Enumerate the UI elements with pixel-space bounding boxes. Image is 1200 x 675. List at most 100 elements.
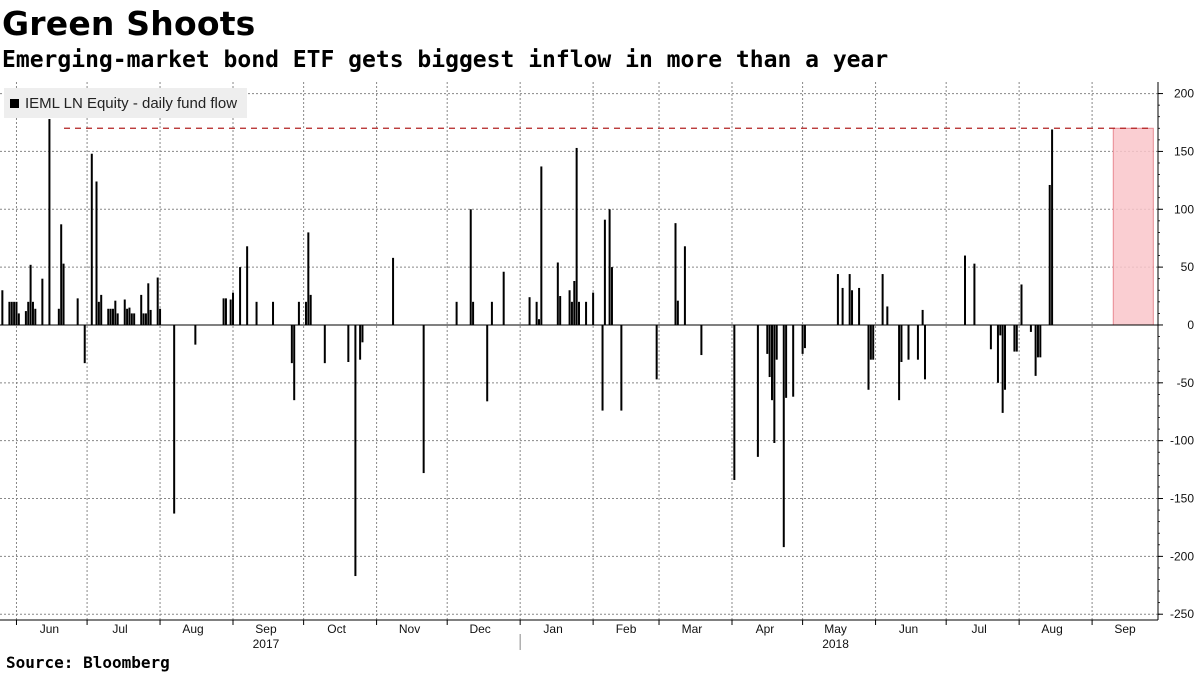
flow-bar — [304, 301, 307, 325]
flow-bar — [149, 309, 152, 325]
flow-bar — [490, 301, 493, 325]
flow-bar — [472, 301, 475, 325]
flow-bar — [246, 246, 249, 325]
flow-bar — [24, 311, 27, 325]
flow-bar — [48, 119, 51, 325]
flow-bar — [307, 232, 310, 325]
y-tick-label: -150 — [1170, 492, 1194, 506]
y-tick-label: -250 — [1170, 607, 1194, 621]
flow-bar — [573, 281, 576, 325]
flow-bar — [392, 257, 395, 325]
x-tick-label: Jun — [40, 622, 59, 636]
flow-bar — [354, 324, 357, 577]
flow-bar — [907, 324, 910, 360]
flow-bar — [90, 153, 93, 325]
flow-bar — [585, 301, 588, 325]
x-tick-label: Aug — [182, 622, 203, 636]
flow-bar — [114, 300, 117, 325]
gridlines — [0, 82, 1158, 620]
x-tick-label: Aug — [1041, 622, 1062, 636]
flow-bar — [700, 324, 703, 356]
axes: 200 150 100 50 0 -50 -100 -150 -200 -250 Jun Jul Aug… — [0, 82, 1194, 651]
flow-bar — [782, 324, 785, 548]
flow-bar — [766, 324, 769, 354]
flow-bar — [676, 300, 679, 325]
highlight-box — [1112, 127, 1154, 326]
flow-bar — [142, 313, 145, 325]
flow-bar — [229, 299, 232, 325]
flow-bar — [347, 324, 350, 362]
flow-bar — [610, 267, 613, 325]
flow-bar — [1034, 324, 1037, 376]
flow-bar — [964, 255, 966, 325]
flow-bar — [76, 298, 79, 325]
flow-bar — [556, 262, 559, 325]
flow-bar — [771, 324, 773, 401]
flow-bar — [603, 219, 606, 325]
flow-bar — [923, 324, 926, 380]
flow-bar — [620, 324, 623, 411]
flow-bar — [1015, 324, 1018, 352]
flow-bar — [655, 324, 658, 380]
flow-bar — [792, 324, 795, 397]
flow-bar — [1048, 184, 1051, 325]
flow-bar — [8, 301, 11, 325]
flow-bar — [921, 309, 924, 325]
chart-title: Green Shoots — [2, 4, 256, 43]
flow-bar — [996, 324, 999, 383]
flow-bar — [159, 308, 162, 325]
flow-bar — [872, 324, 875, 360]
flow-bar — [57, 308, 60, 325]
flow-bar — [224, 298, 227, 325]
flow-bar — [756, 324, 759, 457]
flow-bar — [17, 313, 20, 325]
flow-bar — [1013, 324, 1016, 352]
flow-bar — [869, 324, 872, 360]
flow-bar — [13, 301, 16, 325]
flow-bar — [836, 274, 839, 325]
flow-bar — [1001, 324, 1004, 413]
flow-bar — [537, 319, 540, 325]
x-tick-label: Jun — [899, 622, 918, 636]
x-tick-label: Sep — [1114, 622, 1136, 636]
flow-bar — [858, 287, 861, 325]
flow-bar — [97, 301, 100, 325]
flow-bar — [359, 324, 362, 360]
legend-swatch — [10, 98, 19, 108]
x-tick-label: Apr — [756, 622, 775, 636]
flow-bar — [916, 324, 919, 360]
y-tick-label: 200 — [1174, 87, 1194, 101]
flow-bar — [1020, 284, 1023, 325]
flow-bar — [31, 301, 34, 325]
flow-bar — [898, 324, 901, 401]
flow-bar — [848, 274, 851, 325]
flow-bar — [455, 301, 458, 325]
flow-bar — [1, 290, 4, 325]
y-tick-label: 0 — [1187, 318, 1194, 332]
flow-bar — [222, 298, 225, 325]
flow-bar — [272, 301, 275, 325]
flow-bar — [156, 277, 159, 325]
source-note: Source: Bloomberg — [6, 653, 170, 672]
flow-bar — [34, 308, 37, 325]
flow-bar — [801, 324, 804, 354]
flow-bar — [886, 306, 889, 325]
x-tick-label: Jan — [543, 622, 562, 636]
flow-bar — [10, 301, 13, 325]
x-tick-label: Sep — [255, 622, 277, 636]
legend-label: IEML LN Equity - daily fund flow — [25, 94, 238, 112]
flow-bar — [126, 308, 129, 325]
flow-bar — [733, 324, 736, 481]
flow-bar — [1004, 324, 1007, 390]
flow-bar — [323, 324, 326, 364]
flow-bar — [575, 147, 578, 325]
flow-bar — [95, 181, 98, 325]
flow-bar — [140, 294, 143, 325]
y-tick-label: -50 — [1177, 376, 1195, 390]
flow-bar — [41, 278, 44, 325]
flow-bar — [255, 301, 258, 325]
flow-bar — [128, 307, 131, 325]
flow-bar — [683, 246, 686, 325]
flow-bar — [578, 301, 580, 325]
